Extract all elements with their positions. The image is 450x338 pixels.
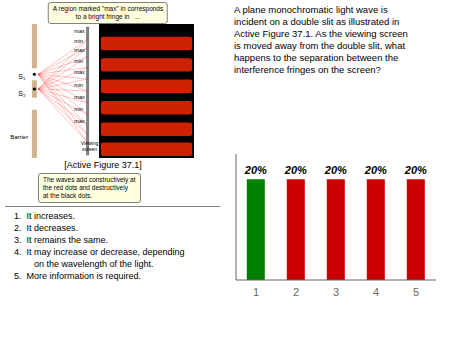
svg-text:20%: 20% [324, 164, 347, 176]
html-text:A plane monochromatic light wa: A plane monochromatic light wave is inci… [234, 4, 408, 75]
svg-text:max: max [74, 94, 85, 100]
html-text:[Active Figure 37.1]: [Active Figure 37.1] [64, 160, 142, 170]
svg-text:1: 1 [253, 286, 259, 298]
svg-text:Barrier: Barrier [10, 134, 28, 140]
svg-text:min: min [74, 106, 83, 112]
svg-text:20%: 20% [404, 164, 427, 176]
html-text:5. More information is require: 5. More information is required. [14, 271, 142, 281]
svg-text:5: 5 [413, 286, 419, 298]
svg-text:S₁: S₁ [18, 73, 26, 80]
svg-text:Viewingscreen: Viewingscreen [81, 140, 99, 152]
svg-text:min: min [74, 58, 83, 64]
svg-text:4: 4 [373, 286, 379, 298]
svg-text:2: 2 [293, 286, 299, 298]
svg-text:max: max [74, 47, 85, 53]
html-text:1. It increases.: 1. It increases. [14, 211, 75, 221]
html-text:A region marked "max" in corre: A region marked "max" in corresponds to … [52, 5, 164, 20]
svg-text:20%: 20% [244, 164, 267, 176]
svg-text:S₂: S₂ [18, 90, 26, 97]
html-text:3. It remains the same.: 3. It remains the same. [14, 235, 108, 245]
svg-text:max: max [74, 118, 85, 124]
html-text:4. It may increase or decrease: 4. It may increase or decrease, dependin… [14, 247, 185, 269]
svg-text:min: min [74, 38, 83, 44]
svg-text:20%: 20% [364, 164, 387, 176]
html-text:2. It decreases.: 2. It decreases. [14, 223, 78, 233]
svg-text:min: min [74, 82, 83, 88]
html-text:The waves add constructively a: The waves add constructively at the red … [43, 176, 136, 199]
svg-text:20%: 20% [284, 164, 307, 176]
svg-text:max: max [74, 28, 85, 34]
svg-text:max: max [74, 69, 85, 75]
svg-text:3: 3 [333, 286, 339, 298]
